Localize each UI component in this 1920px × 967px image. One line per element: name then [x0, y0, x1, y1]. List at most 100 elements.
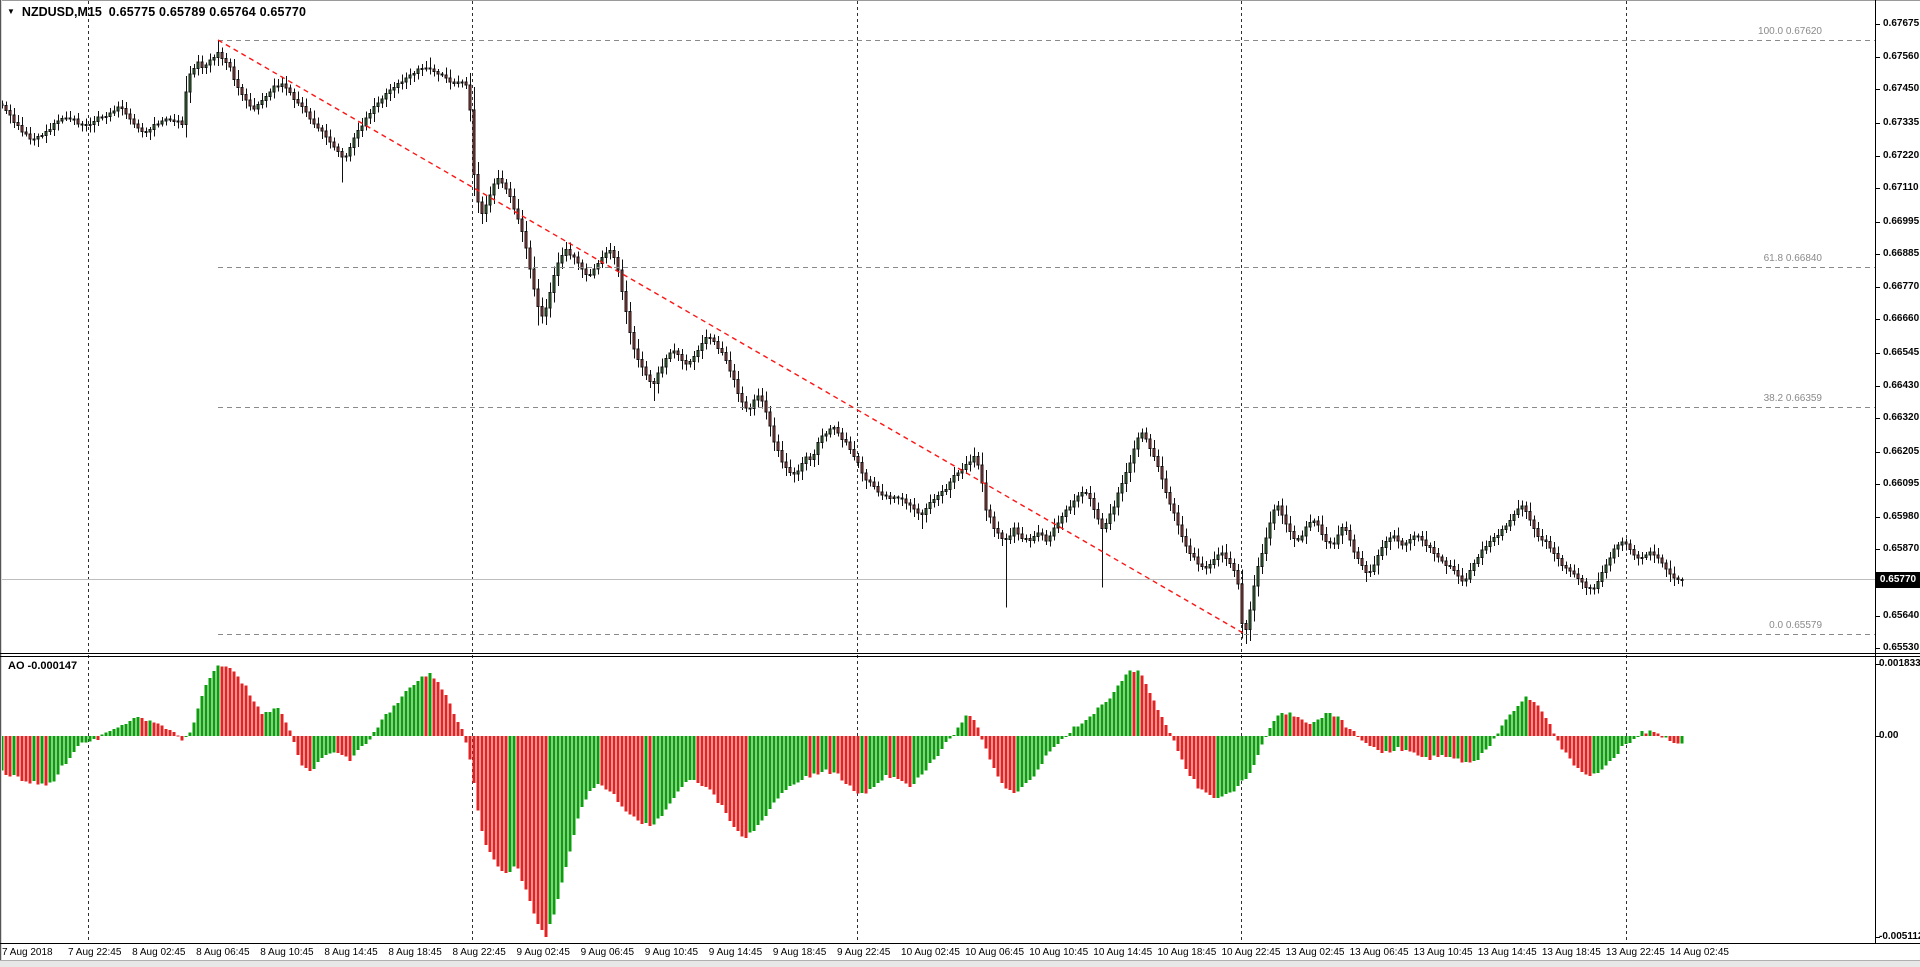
ao-bar-down [504, 735, 508, 874]
ao-histogram-series [0, 665, 1684, 937]
candle-bearish [252, 105, 256, 110]
candle-bearish [180, 120, 184, 125]
ao-bar-down [992, 735, 996, 769]
candle-bearish [1324, 533, 1328, 543]
ao-bar-up [196, 708, 200, 736]
drawing-objects[interactable] [217, 39, 1875, 635]
ao-bar-up [676, 735, 680, 792]
ao-bar-down [1556, 735, 1560, 741]
ao-bar-down [836, 735, 840, 774]
time-axis-label: 10 Aug 02:45 [901, 947, 960, 958]
candle-bearish [1652, 551, 1656, 556]
candle-bearish [1576, 573, 1580, 580]
time-axis-label: 8 Aug 14:45 [324, 947, 378, 958]
ao-bar-up [772, 735, 776, 803]
price-axis-label: 0.66430 [1883, 380, 1920, 392]
ao-bar-down [1368, 735, 1372, 747]
candle-bullish [372, 105, 376, 115]
ao-bar-down [744, 735, 748, 838]
candle-bearish [128, 113, 132, 120]
candle-bearish [1164, 478, 1168, 494]
price-axis-label: 0.67110 [1883, 182, 1919, 194]
ao-bar-down [532, 735, 536, 914]
ao-bar-down [1644, 733, 1648, 736]
candle-bullish [36, 135, 40, 140]
candle-bearish [1144, 432, 1148, 440]
candle-bearish [1676, 577, 1680, 580]
time-axis-label: 10 Aug 22:45 [1221, 947, 1281, 958]
ao-indicator-label: AO -0.000147 [8, 660, 78, 672]
candle-bearish [1528, 511, 1532, 521]
candle-bullish [488, 194, 492, 206]
ao-bar-down [1344, 727, 1348, 736]
candle-bullish [148, 129, 152, 133]
ao-bar-down [632, 735, 636, 817]
ao-bar-up [76, 735, 80, 746]
candle-bearish [1096, 509, 1100, 520]
ao-bar-up [1624, 735, 1628, 744]
candle-bearish [80, 123, 84, 126]
ao-bar-down [1372, 735, 1376, 747]
ao-bar-down [1008, 735, 1012, 791]
ao-bar-up [1108, 698, 1112, 736]
ao-bar-up [404, 691, 408, 736]
candle-bearish [836, 427, 840, 434]
trendline[interactable] [217, 39, 1244, 634]
candle-bearish [720, 348, 724, 353]
ao-bar-up [1232, 735, 1236, 792]
ao-bar-up [332, 735, 336, 753]
ao-bar-down [244, 685, 248, 736]
candle-bullish [88, 124, 92, 127]
candle-bullish [952, 475, 956, 483]
candle-bullish [968, 461, 972, 466]
ao-bar-down [4, 735, 8, 776]
ao-bar-down [24, 735, 28, 782]
candle-bullish [1112, 506, 1116, 515]
candle-bearish [1244, 623, 1248, 631]
ao-bar-up [128, 721, 132, 736]
candle-bullish [756, 395, 760, 401]
ao-axis-label: 0.00 [1879, 729, 1899, 741]
ao-bar-up [208, 677, 212, 736]
ao-bar-up [364, 735, 368, 744]
candle-bullish [108, 112, 112, 117]
candle-bullish [388, 89, 392, 95]
ohlc-values: 0.65775 0.65789 0.65764 0.65770 [108, 5, 307, 19]
ao-bar-up [912, 735, 916, 784]
ao-bar-up [644, 735, 648, 824]
ao-bar-down [520, 735, 524, 881]
candle-bullish [1492, 536, 1496, 543]
candle-bullish [828, 428, 832, 435]
candle-bearish [736, 379, 740, 395]
ao-bar-down [1304, 722, 1308, 736]
ao-bar-up [1272, 721, 1276, 736]
candle-bearish [1292, 530, 1296, 539]
ao-bar-down [1144, 684, 1148, 736]
candle-bearish [1584, 581, 1588, 588]
candle-bearish [732, 370, 736, 381]
ao-bar-up [884, 735, 888, 776]
ao-bar-up [120, 724, 124, 736]
ao-bar-up [400, 696, 404, 736]
candle-bullish [356, 130, 360, 139]
candle-bearish [908, 502, 912, 506]
candle-bearish [8, 110, 12, 116]
candle-bearish [24, 131, 28, 135]
candle-bearish [1020, 533, 1024, 540]
ao-bar-up [1120, 680, 1124, 736]
candle-bearish [1672, 573, 1676, 579]
chart-menu-dropdown-icon[interactable]: ▼ [7, 7, 15, 16]
ao-bar-up [556, 735, 560, 899]
candle-bearish [300, 102, 304, 107]
ao-bar-up [1488, 735, 1492, 747]
ao-bar-down [1532, 702, 1536, 736]
ao-bar-down [248, 695, 252, 736]
time-axis-label: 8 Aug 06:45 [196, 947, 250, 958]
candle-bullish [60, 117, 64, 122]
time-axis-label: 7 Aug 22:45 [68, 947, 122, 958]
ao-bar-down [1000, 735, 1004, 784]
candle-bearish [1288, 523, 1292, 532]
ao-bar-up [1516, 706, 1520, 736]
